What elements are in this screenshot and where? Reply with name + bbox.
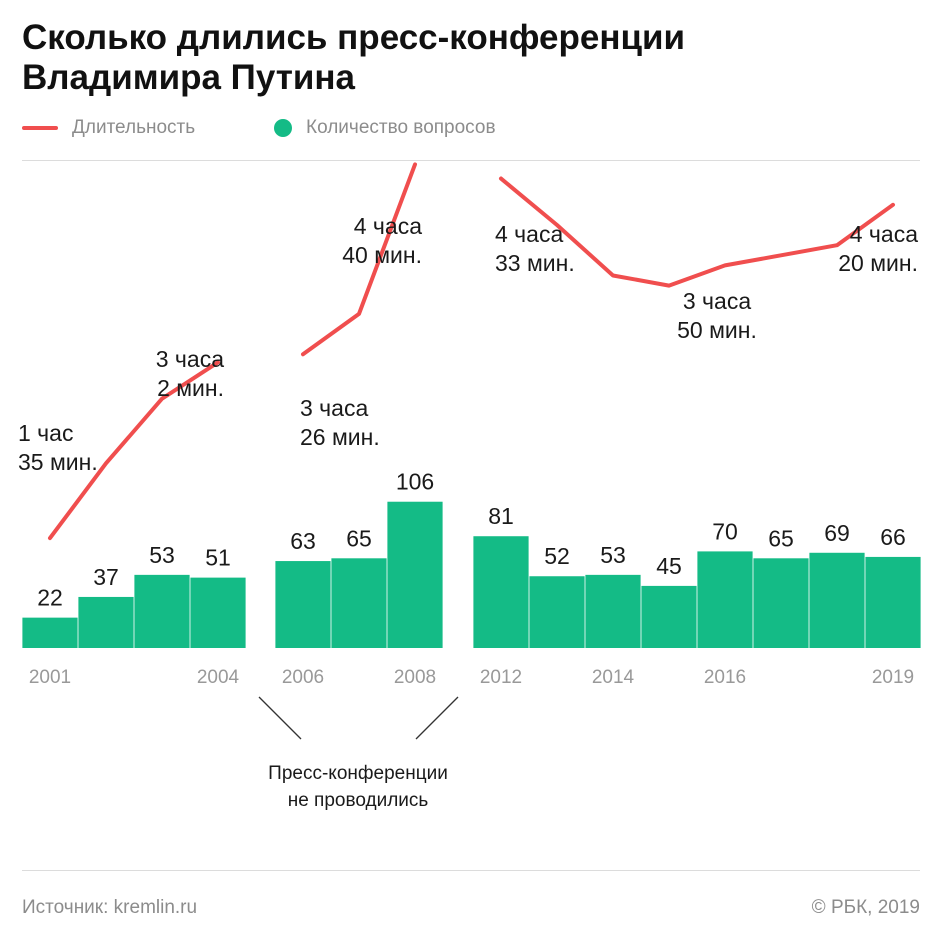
duration-label-2008-line-2: 40 мин. — [342, 242, 422, 268]
duration-label-2006: 3 часа 26 мин. — [300, 395, 380, 450]
duration-label-2012: 4 часа 33 мин. — [495, 221, 575, 276]
x-tick-2016: 2016 — [704, 667, 746, 688]
bar-2006 — [275, 561, 331, 648]
bar-2008 — [387, 501, 443, 648]
duration-line-group-1 — [48, 360, 220, 541]
bar-2018 — [809, 552, 865, 648]
bar-value-2001: 22 — [37, 585, 63, 611]
bar-2012 — [473, 536, 529, 648]
duration-label-2019: 4 часа 20 мин. — [838, 221, 918, 276]
bar-value-2017: 65 — [768, 525, 794, 551]
bar-2007 — [331, 558, 387, 648]
gap-note-line-1: Пресс-конференции — [268, 763, 448, 784]
copyright-note: © РБК, 2019 — [811, 897, 920, 918]
bar-2017 — [753, 558, 809, 648]
source-note: Источник: kremlin.ru — [22, 897, 198, 918]
bar-2002 — [78, 596, 134, 648]
duration-label-2006-line-1: 3 часа — [300, 395, 368, 421]
duration-label-2019-line-1: 4 часа — [850, 221, 918, 247]
bar-2004 — [190, 577, 246, 648]
x-tick-2008: 2008 — [394, 667, 436, 688]
duration-label-2008-line-1: 4 часа — [354, 213, 422, 239]
duration-label-2016: 3 часа 50 мин. — [677, 288, 757, 343]
x-tick-2012: 2012 — [480, 667, 522, 688]
duration-label-2012-line-2: 33 мин. — [495, 250, 575, 276]
gap-connector-left — [258, 696, 302, 740]
duration-label-2001-line-2: 35 мин. — [18, 449, 98, 475]
bar-value-2016: 70 — [712, 518, 738, 544]
top-divider — [22, 160, 920, 161]
legend-item-questions: Количество вопросов — [274, 114, 496, 142]
bar-value-2008: 106 — [396, 469, 434, 495]
duration-label-2004: 3 часа 2 мин. — [156, 346, 224, 401]
bar-2013 — [529, 576, 585, 648]
bar-value-2019: 66 — [880, 524, 906, 550]
duration-label-2001-line-1: 1 час — [18, 420, 73, 446]
chart-title-line-2: Владимира Путина — [22, 58, 355, 97]
gap-connector-right — [415, 696, 459, 740]
bar-value-2006: 63 — [290, 528, 316, 554]
duration-label-2012-line-1: 4 часа — [495, 221, 563, 247]
bar-value-2003: 53 — [149, 542, 175, 568]
bar-2003 — [134, 574, 190, 648]
duration-label-2004-line-2: 2 мин. — [157, 375, 224, 401]
bar-2014 — [585, 574, 641, 648]
x-tick-2014: 2014 — [592, 667, 635, 688]
legend: Длительность Количество вопросов — [22, 114, 922, 142]
bar-2015 — [641, 585, 697, 648]
x-tick-2001: 2001 — [29, 667, 71, 688]
bar-value-2007: 65 — [346, 525, 372, 551]
x-tick-2019: 2019 — [872, 667, 914, 688]
x-tick-2006: 2006 — [282, 667, 324, 688]
chart-title-line-1: Сколько длились пресс-конференции — [22, 18, 686, 57]
bar-value-2002: 37 — [93, 564, 119, 590]
duration-label-2004-line-1: 3 часа — [156, 346, 224, 372]
chart-title: Сколько длились пресс-конференции Владим… — [22, 18, 922, 98]
legend-line-swatch — [22, 126, 58, 130]
duration-label-2019-line-2: 20 мин. — [838, 250, 918, 276]
duration-label-2001: 1 час 35 мин. — [18, 420, 98, 475]
bottom-divider — [22, 870, 920, 871]
gap-note-line-2: не проводились — [288, 790, 429, 811]
bar-value-2004: 51 — [205, 545, 231, 571]
bar-value-2014: 53 — [600, 542, 626, 568]
bar-value-2013: 52 — [544, 543, 570, 569]
duration-label-2006-line-2: 26 мин. — [300, 424, 380, 450]
bar-value-2018: 69 — [824, 520, 850, 546]
duration-line-group-3 — [499, 176, 895, 288]
bar-2016 — [697, 551, 753, 648]
bar-2019 — [865, 556, 921, 648]
bar-value-2012: 81 — [488, 503, 514, 529]
legend-item-duration: Длительность — [22, 114, 195, 142]
duration-label-2016-line-1: 3 часа — [683, 288, 751, 314]
legend-dot-swatch — [274, 119, 292, 137]
legend-label-duration: Длительность — [72, 117, 196, 138]
bar-2001 — [22, 617, 78, 648]
duration-label-2016-line-2: 50 мин. — [677, 317, 757, 343]
legend-label-questions: Количество вопросов — [306, 117, 496, 138]
duration-label-2008: 4 часа 40 мин. — [342, 213, 422, 268]
x-tick-2004: 2004 — [197, 667, 240, 688]
bar-value-2015: 45 — [656, 553, 682, 579]
